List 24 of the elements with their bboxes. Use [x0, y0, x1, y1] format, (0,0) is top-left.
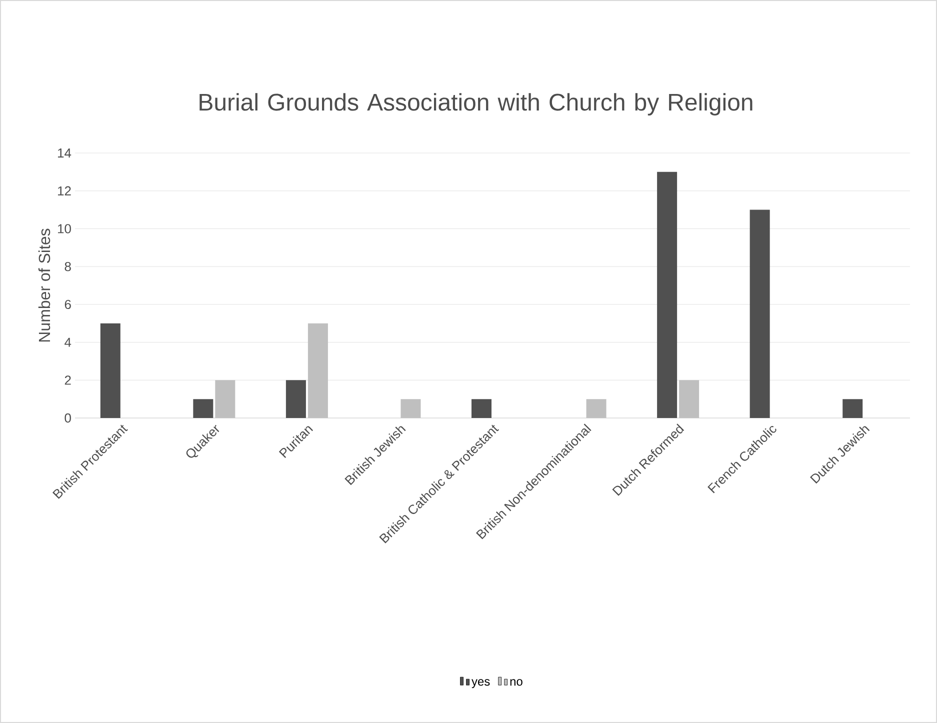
y-tick-label: 14 — [58, 148, 72, 158]
bar — [750, 210, 770, 418]
y-tick-label: 12 — [58, 186, 71, 196]
chart-title: Burial Grounds Association with Church by Religion — [200, 93, 752, 116]
y-tick-label: 6 — [64, 300, 71, 310]
legend-label: yes — [472, 679, 490, 688]
bar — [586, 399, 606, 418]
bar — [215, 380, 236, 418]
bar — [308, 323, 328, 418]
y-tick-label: 4 — [64, 338, 72, 347]
bar — [472, 399, 492, 418]
bar — [100, 323, 120, 418]
bar — [400, 399, 421, 418]
bar — [657, 172, 678, 418]
bar — [193, 399, 214, 418]
bar — [842, 399, 863, 418]
y-axis-title: Number of Sites — [38, 228, 50, 342]
bar — [286, 380, 306, 418]
y-tick-label: 0 — [64, 413, 71, 423]
y-tick-label: 2 — [64, 376, 71, 385]
y-tick-label: 10 — [58, 224, 71, 234]
bar — [679, 380, 700, 418]
legend-label: no — [510, 679, 522, 686]
y-tick-label: 8 — [64, 262, 71, 272]
